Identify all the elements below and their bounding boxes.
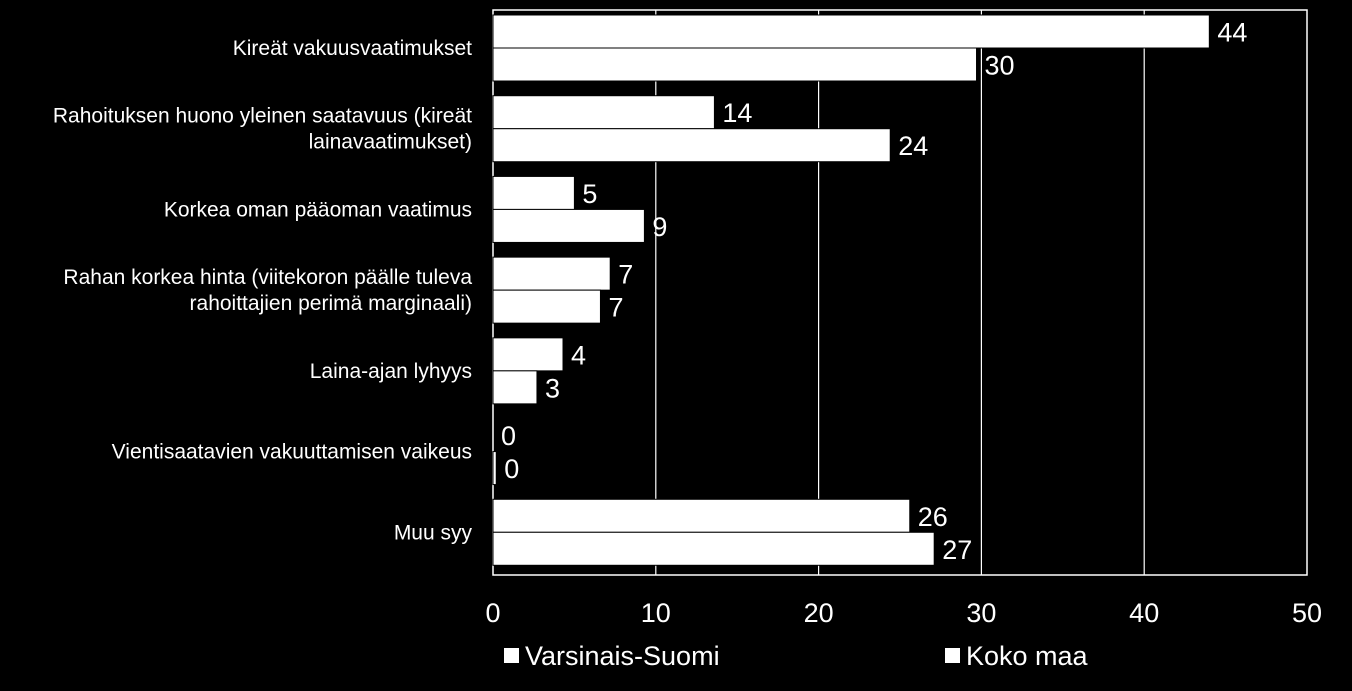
x-tick-label: 10: [641, 598, 671, 628]
data-label: 30: [985, 51, 1015, 81]
x-tick-label: 20: [804, 598, 834, 628]
legend-swatch: [504, 648, 519, 663]
data-label: 7: [608, 293, 623, 323]
bar-koko-maa: [492, 370, 538, 405]
bar-varsinais-suomi: [492, 337, 564, 372]
bar-koko-maa: [492, 208, 645, 243]
category-label: Muu syy: [394, 521, 473, 544]
bar-varsinais-suomi: [492, 498, 911, 533]
bar-koko-maa: [492, 451, 497, 486]
category-label: Laina-ajan lyhyys: [310, 360, 472, 383]
bar-koko-maa: [492, 128, 891, 163]
legend-label: Varsinais-Suomi: [525, 641, 720, 671]
data-label: 27: [942, 535, 972, 565]
category-label: Rahan korkea hinta (viitekoron päälle tu…: [63, 266, 472, 315]
bar-varsinais-suomi: [492, 256, 611, 291]
bar-koko-maa: [492, 531, 935, 566]
data-label: 44: [1217, 18, 1247, 48]
bar-koko-maa: [492, 47, 978, 82]
x-tick-label: 50: [1292, 598, 1322, 628]
category-label: Rahoituksen huono yleinen saatavuus (kir…: [53, 105, 472, 154]
x-tick-label: 40: [1129, 598, 1159, 628]
data-label: 5: [582, 179, 597, 209]
data-label: 0: [501, 421, 516, 451]
category-label: Kireät vakuusvaatimukset: [233, 37, 472, 60]
data-label: 24: [898, 131, 928, 161]
bar-varsinais-suomi: [492, 95, 715, 130]
data-label: 14: [722, 98, 752, 128]
x-tick-label: 30: [966, 598, 996, 628]
legend-swatch: [945, 648, 960, 663]
category-label: Vientisaatavien vakuuttamisen vaikeus: [112, 441, 472, 464]
bar-varsinais-suomi: [492, 14, 1210, 49]
bar-varsinais-suomi: [492, 175, 575, 210]
data-label: 4: [571, 340, 586, 370]
data-label: 3: [545, 373, 560, 403]
data-label: 26: [918, 502, 948, 532]
data-label: 7: [618, 260, 633, 290]
legend-label: Koko maa: [966, 641, 1089, 671]
bar-koko-maa: [492, 289, 601, 324]
data-label: 0: [504, 454, 519, 484]
x-tick-label: 0: [485, 598, 500, 628]
category-label: Korkea oman pääoman vaatimus: [164, 198, 472, 221]
data-label: 9: [652, 212, 667, 242]
